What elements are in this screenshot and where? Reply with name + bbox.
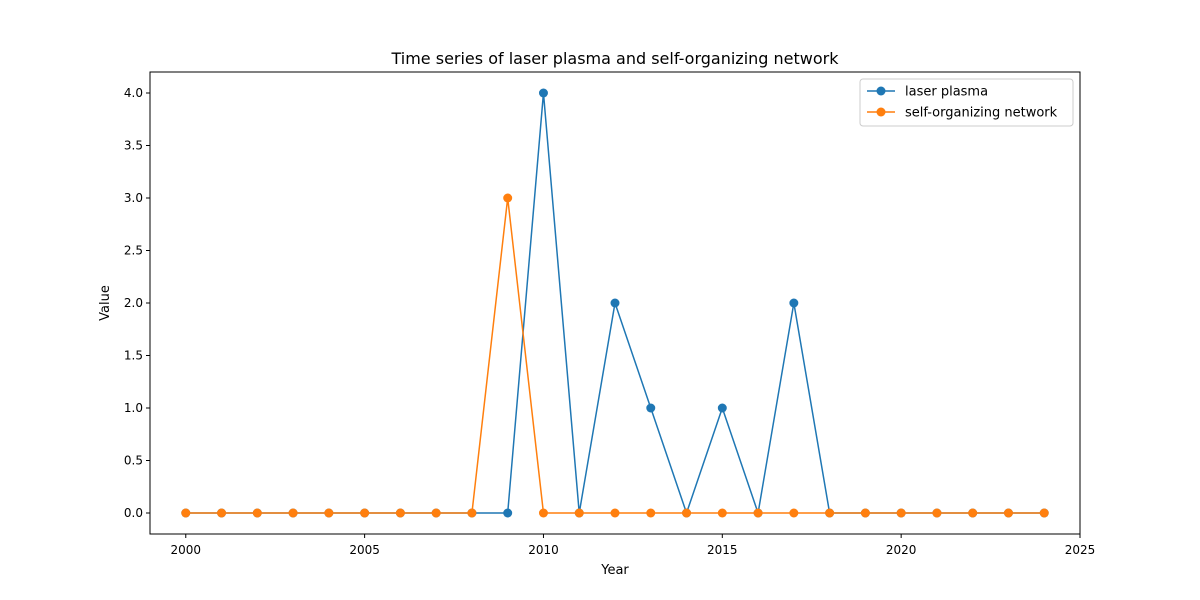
data-point-laser-plasma [503,508,513,518]
data-point-self-organizing-network [1003,508,1013,518]
data-point-self-organizing-network [717,508,727,518]
x-axis: 2000 2005 2010 2015 2020 2025 [170,534,1095,557]
data-point-laser-plasma [717,403,727,413]
y-tick-label: 1.5 [124,349,143,363]
y-tick-label: 1.0 [124,401,143,415]
y-tick-label: 2.0 [124,296,143,310]
data-point-self-organizing-network [395,508,405,518]
series-layer [181,88,1049,518]
data-point-self-organizing-network [324,508,334,518]
y-tick-label: 0.0 [124,506,143,520]
data-point-self-organizing-network [646,508,656,518]
data-point-self-organizing-network [932,508,942,518]
legend-swatch-marker-self-organizing-network [876,107,886,117]
data-point-self-organizing-network [252,508,262,518]
data-point-laser-plasma [789,298,799,308]
y-tick-label: 2.5 [124,244,143,258]
data-point-self-organizing-network [431,508,441,518]
data-point-self-organizing-network [682,508,692,518]
x-tick-label: 2010 [528,543,559,557]
data-point-self-organizing-network [181,508,191,518]
data-point-self-organizing-network [896,508,906,518]
legend-label-self-organizing-network: self-organizing network [905,106,1058,121]
y-axis: 0.0 0.5 1.0 1.5 2.0 2.5 3.0 3.5 4.0 [124,86,150,520]
data-point-laser-plasma [610,298,620,308]
chart-title: Time series of laser plasma and self-org… [390,49,839,68]
legend-label-laser-plasma: laser plasma [905,85,988,100]
data-point-self-organizing-network [538,508,548,518]
x-tick-label: 2000 [170,543,201,557]
data-point-self-organizing-network [574,508,584,518]
x-tick-label: 2005 [349,543,380,557]
data-point-self-organizing-network [753,508,763,518]
data-point-laser-plasma [538,88,548,98]
x-axis-label: Year [600,563,629,578]
data-point-self-organizing-network [789,508,799,518]
series-line-self-organizing-network [185,197,1045,514]
legend-swatch-marker-laser-plasma [876,86,886,96]
legend: laser plasma self-organizing network [859,78,1074,127]
data-point-self-organizing-network [968,508,978,518]
data-point-self-organizing-network [860,508,870,518]
data-point-self-organizing-network [1039,508,1049,518]
data-point-self-organizing-network [610,508,620,518]
x-tick-label: 2015 [707,543,738,557]
x-tick-label: 2025 [1065,543,1096,557]
data-point-self-organizing-network [360,508,370,518]
legend-box [859,78,1074,127]
y-axis-label: Value [98,285,113,321]
data-point-self-organizing-network [217,508,227,518]
x-tick-label: 2020 [886,543,917,557]
y-tick-label: 0.5 [124,454,143,468]
data-point-self-organizing-network [467,508,477,518]
y-tick-label: 3.0 [124,191,143,205]
data-point-self-organizing-network [288,508,298,518]
data-point-laser-plasma [646,403,656,413]
y-tick-label: 4.0 [124,86,143,100]
data-point-self-organizing-network [503,193,513,203]
data-point-self-organizing-network [825,508,835,518]
y-tick-label: 3.5 [124,139,143,153]
